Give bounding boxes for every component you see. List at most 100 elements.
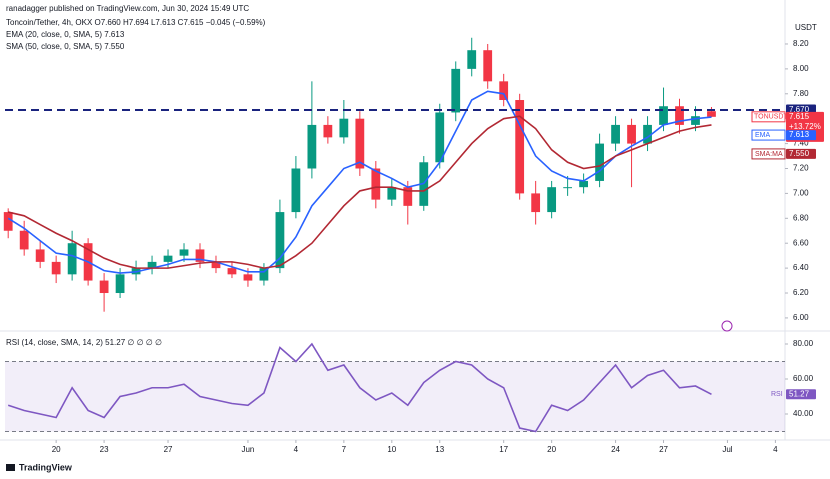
y-tick-label: 60.00 xyxy=(793,374,814,383)
candle-body xyxy=(67,243,77,275)
y-tick-label: 7.00 xyxy=(793,189,809,198)
x-tick-label: 24 xyxy=(611,445,620,454)
x-tick-label: 4 xyxy=(294,445,299,454)
series-line xyxy=(8,115,712,269)
candle-body xyxy=(35,249,45,262)
x-tick-label: 20 xyxy=(52,445,61,454)
candle-body xyxy=(467,50,477,69)
x-tick-label: 27 xyxy=(164,445,173,454)
x-tick-label: 23 xyxy=(100,445,109,454)
candle-body xyxy=(307,124,317,169)
candle-body xyxy=(19,230,29,250)
symbol-line: Toncoin/Tether, 4h, OKX O7.660 H7.694 L7… xyxy=(6,18,266,27)
candle-body xyxy=(291,168,301,213)
change: +13.72% xyxy=(789,122,821,131)
candle-body xyxy=(611,124,620,144)
candle-body xyxy=(3,212,13,231)
candle-body xyxy=(99,280,109,294)
series-line xyxy=(7,342,712,433)
last-price: 7.615 xyxy=(789,112,810,121)
candle-body xyxy=(707,111,716,117)
series-name-box xyxy=(751,148,786,160)
candle-body xyxy=(691,116,700,125)
series-tag: 7.613 xyxy=(789,130,810,139)
footer: TradingView xyxy=(19,462,73,472)
candle-body xyxy=(323,124,333,138)
y-tick-label: 6.00 xyxy=(793,313,809,322)
candle-body xyxy=(339,118,349,138)
series-tag-box xyxy=(786,389,816,400)
series-tag: 7.550 xyxy=(789,149,810,158)
candle-body xyxy=(595,143,604,181)
resistance-tag: 7.670 xyxy=(789,105,810,114)
candle-body xyxy=(211,261,221,269)
candle-body xyxy=(435,112,445,163)
candle-body xyxy=(195,249,205,262)
candle-body xyxy=(659,106,668,125)
candle-body xyxy=(387,187,397,200)
candle-body xyxy=(403,187,413,206)
series-name: RSI xyxy=(771,391,783,398)
y-tick-label: 6.20 xyxy=(793,288,809,297)
rsi-legend: RSI (14, close, SMA, 14, 2) 51.27 ∅ ∅ ∅ … xyxy=(6,338,162,347)
y-tick-label: 80.00 xyxy=(793,339,814,348)
candle-body xyxy=(51,261,61,275)
x-tick-label: 10 xyxy=(387,445,396,454)
currency: USDT xyxy=(795,23,817,32)
candle-body xyxy=(371,168,381,200)
candle-body xyxy=(179,249,189,256)
candle-body xyxy=(243,274,253,281)
y-tick-label: 8.20 xyxy=(793,39,809,48)
ema-legend: EMA (20, close, 0, SMA, 5) 7.613 xyxy=(6,30,125,39)
y-tick-label: 7.80 xyxy=(793,89,809,98)
series-name-box xyxy=(751,129,786,141)
candle-body xyxy=(675,106,684,125)
candle-body xyxy=(451,68,461,113)
candle-body xyxy=(259,268,269,281)
candle-body xyxy=(579,180,589,188)
y-tick-label: 8.00 xyxy=(793,64,809,73)
candle-body xyxy=(355,118,365,169)
y-tick-label: 7.40 xyxy=(793,139,809,148)
candle-body xyxy=(227,268,237,275)
y-tick-label: 6.40 xyxy=(793,263,809,272)
candle-body xyxy=(115,274,125,294)
x-tick-label: 20 xyxy=(547,445,556,454)
x-tick-label: 4 xyxy=(773,445,778,454)
y-tick-label: 6.60 xyxy=(793,238,809,247)
y-tick-label: 6.80 xyxy=(793,213,809,222)
symbol-box xyxy=(751,111,786,123)
x-tick-label: 27 xyxy=(659,445,668,454)
y-tick-label: 7.20 xyxy=(793,164,809,173)
logo xyxy=(6,464,15,471)
series-name: SMA:MA xyxy=(755,151,783,158)
series-tag: 51.27 xyxy=(789,389,810,398)
candle-body xyxy=(547,187,557,213)
candle-body xyxy=(275,212,285,269)
symbol-tag: TONUSDT xyxy=(754,114,788,121)
event-icon xyxy=(721,320,733,332)
y-tick-label: 40.00 xyxy=(793,409,814,418)
candle-body xyxy=(499,81,509,101)
x-tick-label: 13 xyxy=(435,445,444,454)
candle-body xyxy=(643,124,652,144)
candle-body xyxy=(563,187,573,189)
candle-body xyxy=(163,255,173,262)
x-tick-label: 17 xyxy=(499,445,508,454)
candle-body xyxy=(531,193,541,213)
series-line xyxy=(7,90,712,274)
series-name: EMA xyxy=(755,132,771,139)
candle-body xyxy=(147,261,157,269)
candle-body xyxy=(515,100,525,194)
candle-body xyxy=(483,50,493,82)
x-tick-label: Jul xyxy=(722,445,732,454)
sma-legend: SMA (50, close, 0, SMA, 5) 7.550 xyxy=(6,42,125,51)
series-tag-box xyxy=(786,130,816,141)
x-tick-label: 7 xyxy=(342,445,347,454)
series-tag-box xyxy=(786,148,816,159)
x-tick-label: Jun xyxy=(241,445,254,454)
candle-body xyxy=(627,124,636,144)
